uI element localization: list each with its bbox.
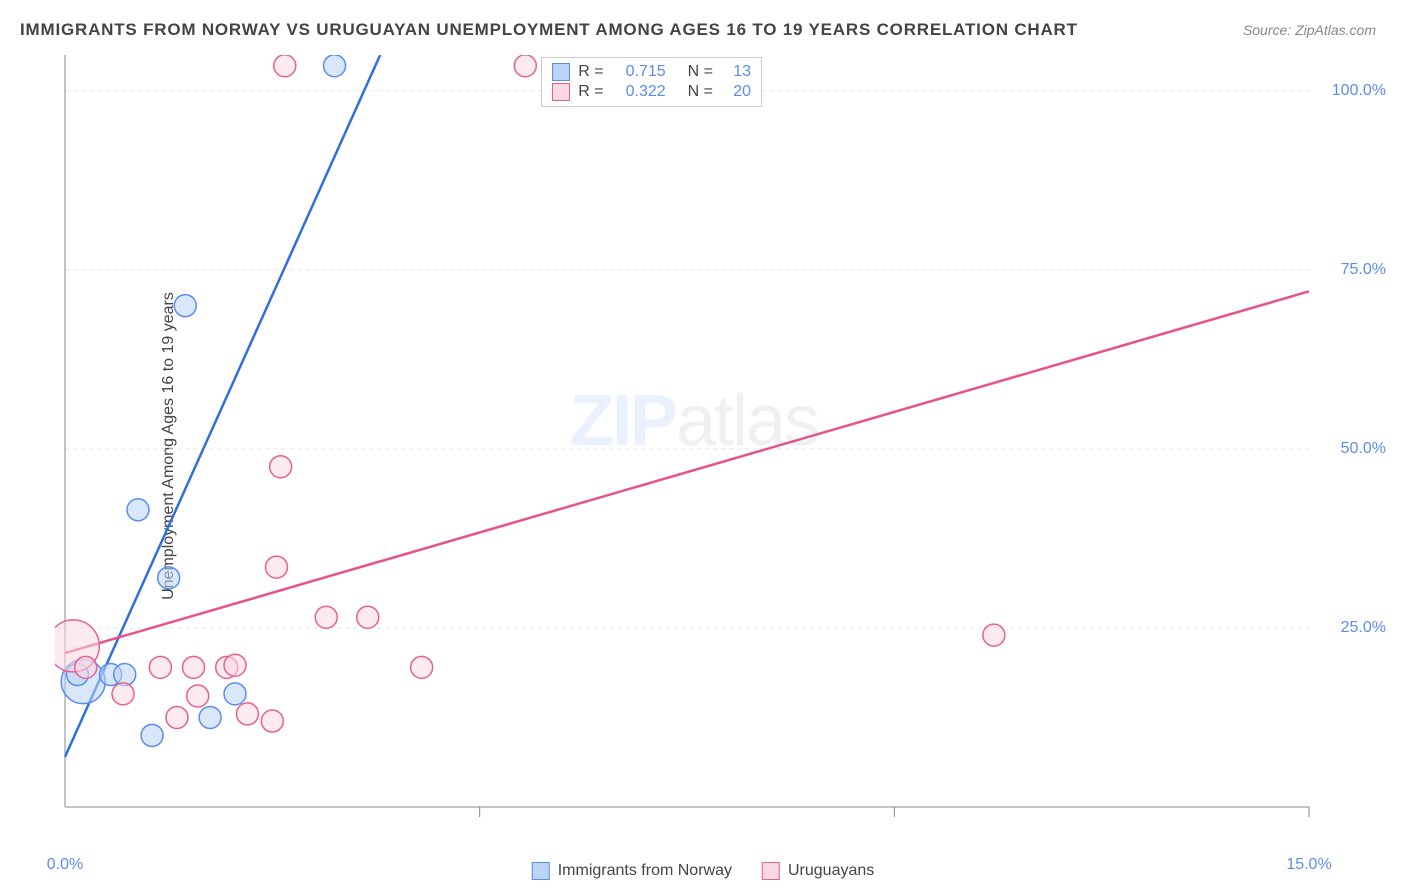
legend-item-norway: Immigrants from Norway (532, 862, 732, 880)
legend-label: Immigrants from Norway (558, 862, 732, 880)
plot-area (55, 55, 1311, 837)
chart-title: IMMIGRANTS FROM NORWAY VS URUGUAYAN UNEM… (20, 20, 1078, 40)
y-tick-label: 25.0% (1341, 619, 1386, 637)
legend-swatch (552, 63, 570, 81)
series-legend: Immigrants from Norway Uruguayans (532, 862, 875, 880)
y-tick-label: 50.0% (1341, 440, 1386, 458)
y-tick-label: 100.0% (1332, 82, 1386, 100)
r-value: 0.715 (612, 63, 666, 81)
legend-row-norway: R = 0.715 N = 13 (552, 62, 751, 82)
n-label: N = (688, 83, 713, 101)
legend-swatch (552, 83, 570, 101)
legend-label: Uruguayans (788, 862, 874, 880)
legend-swatch (532, 862, 550, 880)
n-label: N = (688, 63, 713, 81)
n-value: 20 (721, 83, 751, 101)
r-value: 0.322 (612, 83, 666, 101)
r-label: R = (578, 63, 603, 81)
x-tick-label: 0.0% (47, 856, 83, 874)
scatter-chart (55, 55, 1311, 837)
legend-row-uruguay: R = 0.322 N = 20 (552, 82, 751, 102)
correlation-legend: R = 0.715 N = 13 R = 0.322 N = 20 (541, 57, 762, 107)
source-text: Source: ZipAtlas.com (1243, 22, 1376, 38)
y-tick-label: 75.0% (1341, 261, 1386, 279)
n-value: 13 (721, 63, 751, 81)
legend-swatch (762, 862, 780, 880)
r-label: R = (578, 83, 603, 101)
x-tick-label: 15.0% (1286, 856, 1331, 874)
legend-item-uruguay: Uruguayans (762, 862, 874, 880)
